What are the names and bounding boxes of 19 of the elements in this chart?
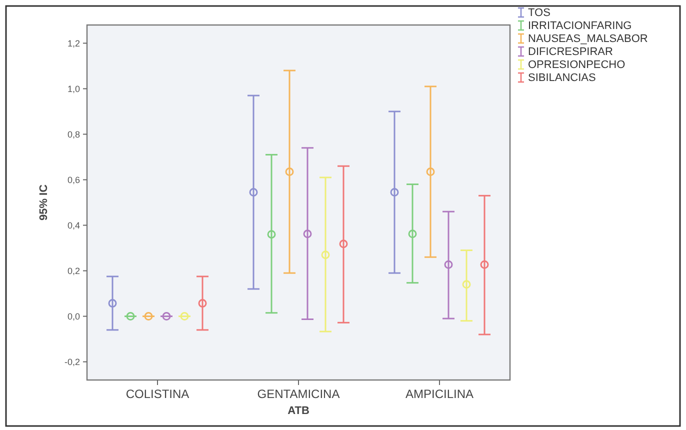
x-tick-label: GENTAMICINA — [257, 387, 340, 401]
y-tick-label: 0,4 — [67, 220, 80, 230]
y-tick-label: 0,8 — [67, 129, 80, 140]
legend-label: NAUSEAS_MALSABOR — [528, 32, 648, 45]
legend-label: TOS — [528, 6, 550, 19]
legend-label: DIFICRESPIRAR — [528, 46, 614, 58]
y-tick-label: 1,0 — [67, 84, 80, 94]
y-tick-label: 0,6 — [67, 174, 80, 185]
y-tick-label: 0,2 — [67, 266, 80, 276]
x-tick-label: COLISTINA — [126, 387, 190, 401]
legend-label: OPRESIONPECHO — [528, 58, 626, 71]
x-tick-label: AMPICILINA — [405, 387, 474, 401]
y-tick-label: 1,2 — [67, 38, 80, 48]
y-tick-label: 0,0 — [67, 311, 80, 322]
y-axis-title: 95% IC — [38, 184, 50, 221]
y-tick-label: -0,2 — [64, 356, 80, 367]
legend-label: SIBILANCIAS — [528, 72, 596, 84]
x-axis-title: ATB — [288, 405, 310, 417]
legend-label: IRRITACIONFARING — [528, 20, 632, 32]
